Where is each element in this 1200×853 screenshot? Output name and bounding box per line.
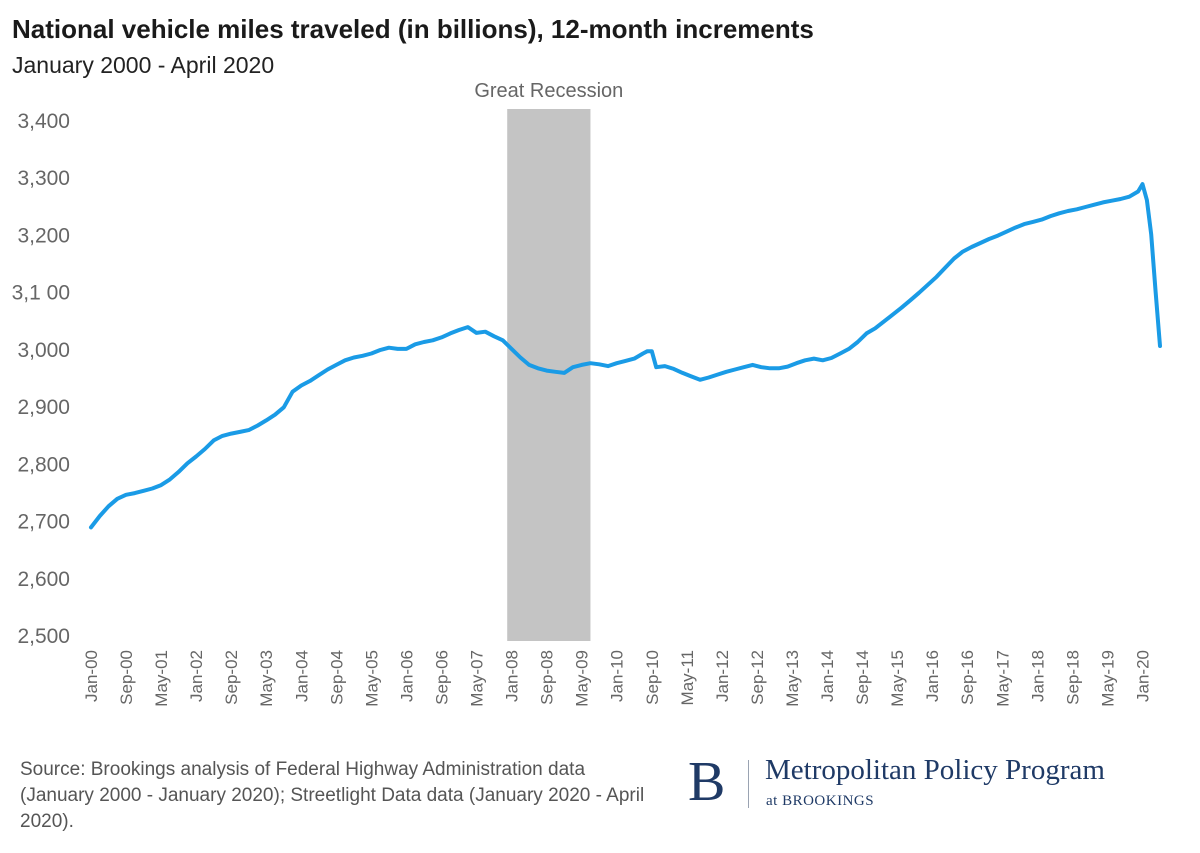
y-tick-label: 2,900	[17, 396, 70, 419]
x-tick-label: May-17	[993, 650, 1012, 707]
brookings-logo-letter: B	[688, 751, 726, 813]
x-tick-label: Jan-12	[713, 650, 732, 702]
x-tick-label: May-01	[152, 650, 171, 707]
x-tick-label: Sep-12	[748, 650, 767, 705]
x-tick-label: May-15	[888, 650, 907, 707]
chart-title: National vehicle miles traveled (in bill…	[12, 14, 814, 44]
x-tick-label: May-11	[678, 650, 697, 705]
y-tick-label: 2,800	[17, 453, 70, 476]
x-tick-label: Jan-14	[818, 650, 837, 702]
logo-subtitle: at BROOKINGS	[766, 793, 875, 809]
x-tick-label: Jan-10	[608, 650, 627, 702]
x-tick-label: Sep-14	[853, 650, 872, 705]
y-tick-label: 2,500	[17, 625, 70, 648]
great-recession-label: Great Recession	[474, 80, 623, 102]
x-tick-label: Jan-16	[923, 650, 942, 702]
x-tick-label: May-05	[362, 650, 381, 707]
x-tick-label: Jan-00	[82, 650, 101, 702]
x-tick-label: May-19	[1098, 650, 1117, 707]
y-tick-label: 3,200	[17, 224, 70, 247]
source-note: Source: Brookings analysis of Federal Hi…	[20, 759, 645, 832]
x-tick-label: Sep-10	[643, 650, 662, 705]
x-tick-label: Sep-16	[958, 650, 977, 705]
x-tick-label: Sep-06	[432, 650, 451, 705]
y-tick-label: 3,000	[17, 339, 70, 362]
y-tick-label: 3,300	[17, 167, 70, 190]
chart-subtitle: January 2000 - April 2020	[12, 52, 275, 78]
x-tick-label: May-07	[468, 650, 487, 707]
y-tick-label: 2,700	[17, 511, 70, 534]
y-tick-label: 3,1 00	[12, 282, 70, 305]
x-tick-label: May-09	[573, 650, 592, 707]
x-tick-label: Jan-04	[292, 650, 311, 702]
vmt-series-line	[89, 182, 1162, 530]
x-tick-label: May-03	[257, 650, 276, 707]
great-recession-shading	[507, 109, 591, 641]
y-tick-label: 3,400	[17, 110, 70, 133]
x-tick-label: Sep-00	[117, 650, 136, 705]
x-tick-label: Jan-02	[187, 650, 206, 702]
line-chart: Great Recession 2,500 2,600 2,700 2,800 2,90…	[12, 80, 1162, 707]
logo-program-name: Metropolitan Policy Program	[765, 754, 1105, 786]
y-tick-label: 2,600	[17, 568, 70, 591]
x-tick-label: Sep-02	[222, 650, 241, 705]
x-tick-label: Sep-18	[1063, 650, 1082, 705]
x-tick-label: Sep-04	[327, 650, 346, 705]
logo-divider	[748, 760, 749, 808]
x-tick-label: Jan-08	[503, 650, 522, 702]
x-tick-label: May-13	[783, 650, 802, 707]
x-tick-label: Jan-06	[397, 650, 416, 702]
x-tick-label: Jan-20	[1133, 650, 1152, 702]
x-tick-label: Jan-18	[1028, 650, 1047, 702]
x-tick-label: Sep-08	[538, 650, 557, 705]
